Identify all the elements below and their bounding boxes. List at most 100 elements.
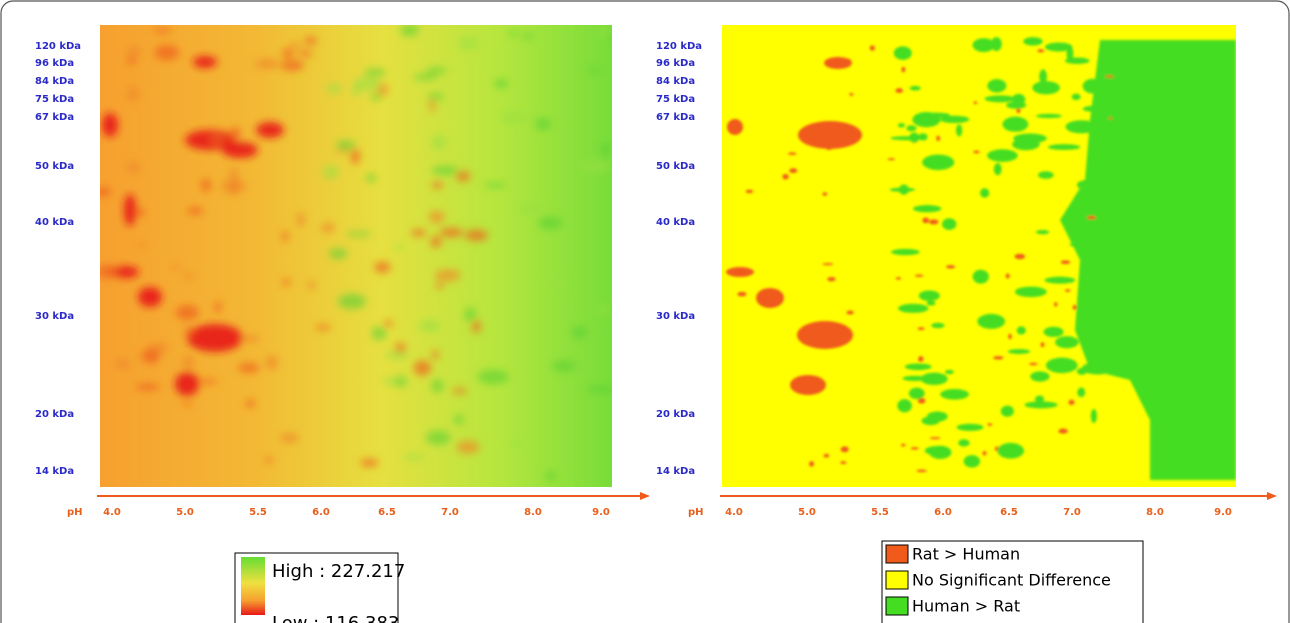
spot bbox=[944, 369, 954, 375]
spot bbox=[596, 306, 611, 314]
spot bbox=[822, 192, 828, 196]
x-axis-arrow bbox=[97, 492, 1277, 500]
spot bbox=[782, 173, 789, 180]
spot bbox=[1008, 333, 1012, 340]
spot bbox=[304, 36, 317, 45]
x-label: 9.0 bbox=[1214, 507, 1232, 518]
spot bbox=[846, 310, 854, 315]
y-label: 75 kDa bbox=[35, 94, 74, 105]
y-label: 14 kDa bbox=[656, 466, 695, 477]
spot bbox=[1030, 371, 1050, 382]
spot bbox=[237, 362, 260, 373]
legend-entry: Human > Rat bbox=[912, 597, 1020, 616]
spot bbox=[1072, 304, 1077, 310]
spot bbox=[908, 387, 925, 400]
spot bbox=[430, 134, 447, 150]
y-label: 84 kDa bbox=[35, 76, 74, 87]
spot bbox=[901, 443, 906, 447]
spot bbox=[1039, 69, 1047, 84]
spot bbox=[402, 454, 425, 460]
spot bbox=[193, 56, 217, 68]
spot bbox=[175, 304, 200, 321]
spot bbox=[245, 399, 256, 408]
spot bbox=[263, 455, 274, 465]
spot bbox=[904, 363, 932, 371]
y-label: 50 kDa bbox=[35, 161, 74, 172]
spot bbox=[893, 46, 912, 60]
spot bbox=[429, 98, 436, 113]
spot bbox=[940, 388, 969, 400]
spot bbox=[1089, 162, 1099, 169]
x-label: 7.0 bbox=[1063, 507, 1081, 518]
spot bbox=[1055, 336, 1079, 349]
spot bbox=[135, 383, 160, 391]
spot bbox=[307, 280, 316, 290]
spot bbox=[1047, 144, 1081, 150]
spot bbox=[142, 347, 160, 364]
spot bbox=[942, 218, 957, 230]
spot bbox=[1082, 78, 1103, 94]
spot bbox=[897, 123, 905, 128]
spot bbox=[809, 461, 815, 467]
spot bbox=[184, 327, 194, 338]
spot bbox=[1076, 179, 1103, 191]
spot bbox=[413, 360, 432, 376]
x-label: 4.0 bbox=[103, 507, 121, 518]
spot bbox=[840, 446, 849, 453]
spot bbox=[220, 179, 247, 193]
spot bbox=[321, 222, 335, 234]
spot bbox=[281, 48, 294, 59]
legend-low: Low : 116.383 bbox=[272, 613, 399, 623]
spot bbox=[1086, 215, 1097, 220]
spot bbox=[400, 25, 419, 37]
spot bbox=[849, 93, 854, 96]
spot bbox=[1005, 273, 1010, 279]
x-label: 6.0 bbox=[312, 507, 330, 518]
spot bbox=[384, 320, 393, 328]
spot bbox=[297, 50, 313, 57]
spot bbox=[434, 269, 461, 282]
spot bbox=[997, 442, 1025, 459]
spot bbox=[187, 206, 204, 215]
y-label: 20 kDa bbox=[656, 409, 695, 420]
spot bbox=[1000, 405, 1014, 417]
spot bbox=[827, 277, 836, 282]
spot bbox=[823, 453, 830, 458]
spot bbox=[1032, 81, 1060, 95]
spot bbox=[972, 269, 989, 284]
spot bbox=[494, 78, 509, 89]
x-label: 6.5 bbox=[378, 507, 396, 518]
spot bbox=[102, 113, 118, 137]
spot bbox=[1058, 428, 1068, 434]
spot bbox=[987, 423, 993, 426]
spot bbox=[926, 300, 936, 306]
spot bbox=[598, 26, 610, 39]
spot bbox=[345, 231, 372, 237]
difference-map bbox=[722, 25, 1236, 487]
x-label: 8.0 bbox=[1146, 507, 1164, 518]
spot bbox=[826, 146, 833, 150]
spot bbox=[987, 149, 1018, 162]
spot bbox=[439, 227, 463, 238]
y-label: 67 kDa bbox=[35, 112, 74, 123]
spot bbox=[1082, 105, 1105, 112]
spot bbox=[412, 74, 438, 81]
spot bbox=[1085, 320, 1109, 334]
spot bbox=[946, 265, 956, 269]
spot bbox=[1090, 409, 1097, 424]
spot bbox=[431, 350, 439, 360]
spot bbox=[256, 122, 284, 138]
spot bbox=[182, 355, 195, 371]
category-legend: Rat > Human No Significant Difference Hu… bbox=[881, 540, 1144, 623]
spot bbox=[452, 388, 467, 394]
spot bbox=[918, 290, 940, 302]
y-label: 40 kDa bbox=[656, 217, 695, 228]
spot bbox=[1044, 42, 1073, 52]
spot bbox=[737, 291, 747, 297]
spot bbox=[1024, 401, 1058, 409]
spot bbox=[126, 161, 141, 174]
spot bbox=[115, 358, 131, 370]
spot bbox=[288, 42, 303, 49]
spot bbox=[432, 181, 444, 189]
spot bbox=[328, 248, 348, 259]
